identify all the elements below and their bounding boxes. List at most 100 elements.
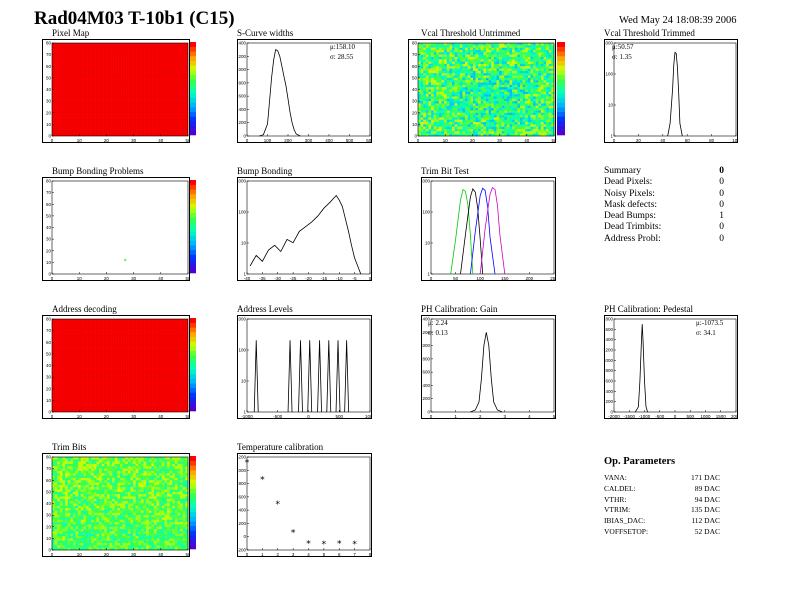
heatmap-cell <box>543 43 547 46</box>
heatmap-cell <box>491 75 495 79</box>
heatmap-cell <box>130 461 134 465</box>
heatmap-cell <box>146 489 149 493</box>
heatmap-cell <box>433 94 437 97</box>
heatmap-cell <box>57 522 61 525</box>
heatmap-cell <box>467 87 471 90</box>
heatmap-cell <box>480 103 484 106</box>
heatmap-cell <box>514 101 518 104</box>
heatmap-cell <box>501 108 505 111</box>
heatmap-cell <box>465 54 468 58</box>
heatmap-cell <box>104 515 108 518</box>
heatmap-cell <box>127 508 131 511</box>
temperature-point: * <box>276 500 281 510</box>
heatmap-cell <box>120 487 123 490</box>
heatmap-cell <box>75 496 79 500</box>
heatmap-cell <box>86 522 89 525</box>
heatmap-cell <box>444 112 447 116</box>
heatmap-cell <box>491 52 495 55</box>
heatmap-cell <box>517 70 521 74</box>
heatmap-cell <box>57 547 61 551</box>
heatmap-cell <box>167 540 170 544</box>
x-tick-label: 20 <box>470 138 476 143</box>
heatmap-cell <box>488 112 492 116</box>
plot-frame <box>613 42 737 137</box>
heatmap-cell <box>540 124 544 127</box>
heatmap-cell <box>517 129 521 132</box>
heatmap-cell <box>483 124 487 127</box>
heatmap-cell <box>57 512 61 516</box>
heatmap-cell <box>527 70 531 74</box>
heatmap-cell <box>533 61 536 65</box>
heatmap-cell <box>491 110 495 113</box>
heatmap-cell <box>488 108 492 111</box>
heatmap-cell <box>156 468 160 472</box>
heatmap-cell <box>106 494 110 497</box>
heatmap-cell <box>127 466 131 469</box>
heatmap-cell <box>530 47 534 51</box>
heatmap-cell <box>423 77 427 81</box>
x-tick-label: -1500 <box>623 414 635 419</box>
heatmap-cell <box>475 66 479 69</box>
heatmap-cell <box>106 529 110 532</box>
heatmap-cell <box>504 110 508 113</box>
heatmap-cell <box>88 538 92 541</box>
heatmap-cell <box>459 115 463 118</box>
colorbar-cell <box>190 327 196 333</box>
colorbar-cell <box>190 331 196 337</box>
heatmap-cell <box>533 94 536 97</box>
heatmap-cell <box>70 482 74 486</box>
heatmap-cell <box>472 87 476 90</box>
heatmap-cell <box>446 47 450 51</box>
heatmap-cell <box>154 519 157 523</box>
heatmap-cell <box>548 43 552 46</box>
heatmap-cell <box>117 540 121 544</box>
heatmap-cell <box>72 491 76 495</box>
heatmap-cell <box>540 98 544 102</box>
heatmap-cell <box>436 112 440 116</box>
heatmap-cell <box>143 459 147 462</box>
heatmap-cell <box>551 84 555 88</box>
heatmap-cell <box>167 487 170 490</box>
heatmap-cell <box>120 519 123 523</box>
heatmap-cell <box>93 487 97 490</box>
heatmap-cell <box>91 463 95 467</box>
colorbar-cell <box>190 502 196 508</box>
heatmap-cell <box>91 533 95 537</box>
heatmap-cell <box>418 59 421 62</box>
heatmap-cell <box>148 496 152 500</box>
heatmap-cell <box>493 89 497 93</box>
heatmap-cell <box>543 112 547 116</box>
heatmap-cell <box>122 470 126 474</box>
heatmap-cell <box>127 524 131 527</box>
heatmap-cell <box>127 503 131 507</box>
heatmap-cell <box>151 489 155 493</box>
heatmap-cell <box>418 126 421 130</box>
heatmap-cell <box>93 470 97 474</box>
heatmap-cell <box>472 89 476 93</box>
heatmap-cell <box>62 475 66 479</box>
heatmap-cell <box>470 59 474 62</box>
heatmap-cell <box>180 522 183 525</box>
heatmap-cell <box>91 540 95 544</box>
heatmap-cell <box>109 461 113 465</box>
heatmap-cell <box>70 477 74 481</box>
heatmap-cell <box>446 119 450 123</box>
heatmap-cell <box>517 73 521 76</box>
heatmap-cell <box>172 524 176 527</box>
heatmap-cell <box>512 47 515 51</box>
heatmap-cell <box>59 457 63 460</box>
heatmap-cell <box>438 108 442 111</box>
y-tick-label: 20 <box>412 110 418 115</box>
heatmap-cell <box>530 87 534 90</box>
heatmap-cell <box>543 59 547 62</box>
ph-pedestal-series <box>634 324 648 413</box>
heatmap-cell <box>425 115 429 118</box>
heatmap-cell <box>72 494 76 497</box>
heatmap-cell <box>527 87 531 90</box>
heatmap-cell <box>104 505 108 509</box>
heatmap-cell <box>156 463 160 467</box>
heatmap-cell <box>154 512 157 516</box>
heatmap-cell <box>182 470 186 474</box>
bump-problems-title: Bump Bonding Problems <box>52 166 144 176</box>
heatmap-cell <box>86 496 89 500</box>
